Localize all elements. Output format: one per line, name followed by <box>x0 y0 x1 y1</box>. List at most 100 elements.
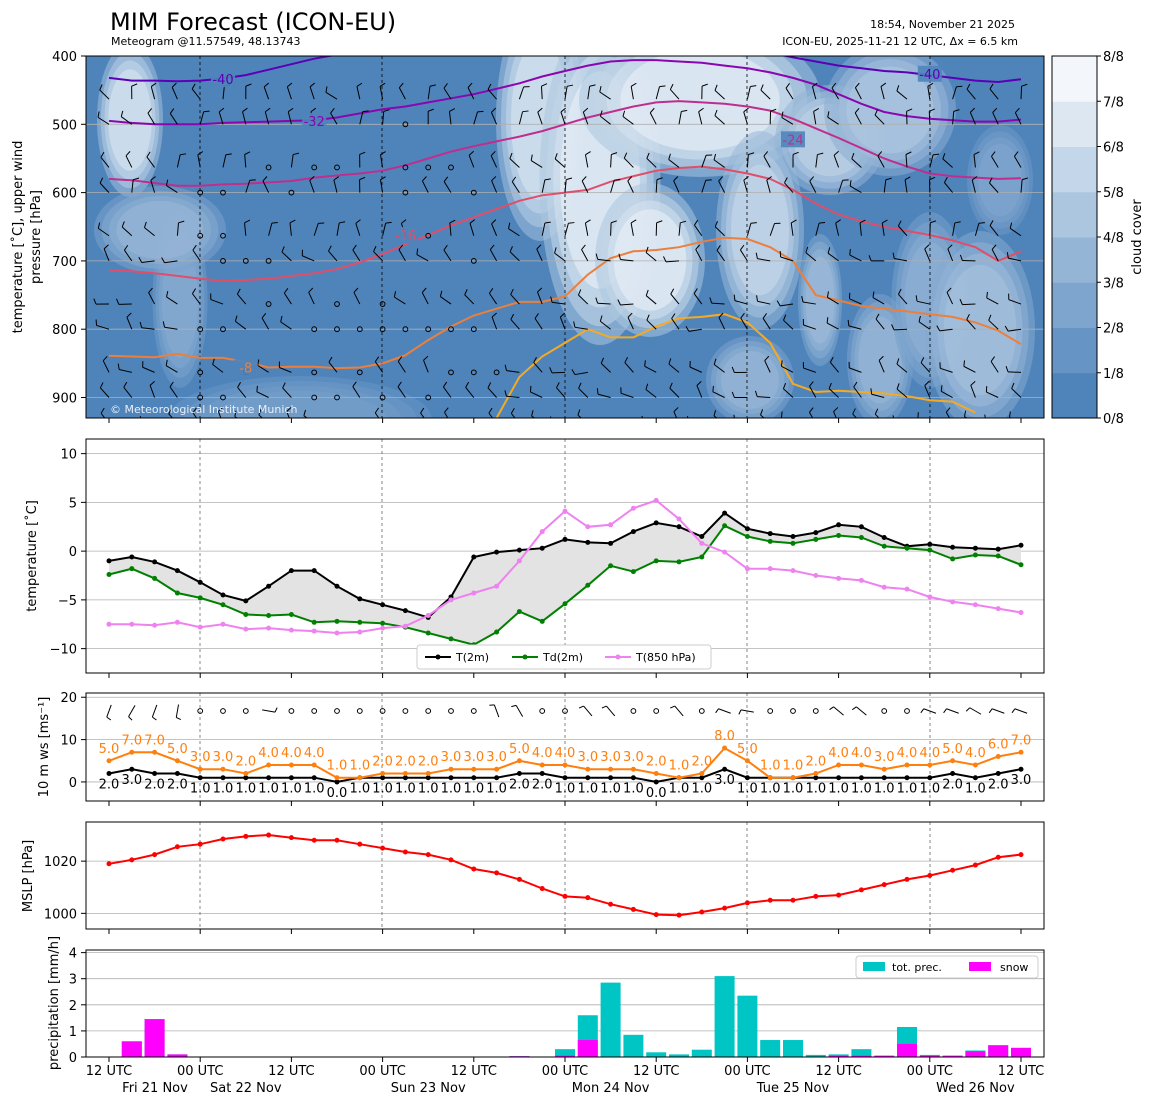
wind-barb-flag <box>971 176 978 181</box>
wind-barb-flag <box>731 366 735 373</box>
mslp-point <box>630 906 636 912</box>
wind-barb-flag <box>444 407 449 413</box>
wind-barb-staff <box>851 158 862 168</box>
wind-barb-staff <box>237 387 247 398</box>
wind-barb-staff <box>646 158 657 168</box>
wind-barb-staff <box>509 158 520 168</box>
wind-barb-staff <box>282 387 292 398</box>
calm-wind-circle <box>493 369 500 376</box>
calm-wind-circle <box>220 394 226 401</box>
wind-point <box>836 762 842 768</box>
total-precip-bar <box>669 1054 689 1057</box>
wind-barb-flag <box>809 381 814 387</box>
calm-wind-circle <box>402 189 409 196</box>
wind-barb-flag <box>891 324 895 331</box>
wind-barb-staff <box>828 388 839 398</box>
temperature-tick-label: 10 <box>60 448 77 463</box>
wind-barb-staff <box>98 227 110 237</box>
wind-value-label: 3.0 <box>874 750 895 765</box>
mslp-point <box>722 905 728 911</box>
day-label: Tue 25 Nov <box>756 1081 830 1096</box>
wind-barb-flag <box>265 107 271 113</box>
wind-barb-flag <box>577 289 582 296</box>
calm-wind-circle <box>220 708 226 714</box>
wind-barb-staff <box>490 112 498 125</box>
wind-barb-staff <box>757 300 771 305</box>
wind-value-label: 1.0 <box>304 782 325 797</box>
data-point <box>357 619 363 625</box>
wind-barb-staff <box>235 321 247 330</box>
wind-barb-staff <box>420 412 425 418</box>
wind-barb-flag <box>992 107 998 113</box>
wind-barb-flag <box>149 380 155 386</box>
wind-barb-flag <box>582 107 589 113</box>
wind-barb-staff <box>606 705 616 717</box>
wind-barb-flag <box>743 107 749 113</box>
wind-barb-staff <box>258 414 264 418</box>
wind-barb-staff <box>125 155 133 168</box>
wind-barb-flag <box>504 390 507 397</box>
wind-barb-staff <box>668 159 680 168</box>
wind-barb-flag <box>192 244 197 251</box>
wind-barb-staff <box>952 86 957 100</box>
isotherm-line <box>495 313 976 418</box>
wind-value-label: 1.0 <box>919 782 940 797</box>
wind-barb-flag <box>286 407 292 412</box>
wind-barb-staff <box>854 112 862 125</box>
snow-bar <box>828 1055 849 1057</box>
data-point <box>266 625 272 631</box>
wind-barb-staff <box>853 386 862 398</box>
wind-barb-staff <box>355 223 361 236</box>
wind-barb-staff <box>813 111 817 125</box>
wind-barb-staff <box>815 223 820 236</box>
wind-barb-staff <box>665 260 680 263</box>
mslp-point <box>927 873 933 878</box>
wind-barb-flag <box>853 381 858 388</box>
wind-value-label: 2.0 <box>805 754 826 769</box>
snow-bar <box>988 1045 1009 1057</box>
data-point <box>129 566 135 572</box>
wind-barb-staff <box>713 364 725 373</box>
wind-barb-flag <box>1018 40 1023 43</box>
mslp-point <box>744 900 750 906</box>
data-point <box>630 569 636 575</box>
wind-barb-flag <box>969 107 975 113</box>
wind-barb-flag <box>383 109 390 112</box>
wind-barb-flag <box>809 176 815 182</box>
wind-barb-flag <box>541 83 548 87</box>
wind-barb-flag <box>874 408 879 415</box>
wind-barb-staff <box>883 179 887 193</box>
snow-bar <box>965 1051 986 1057</box>
wind-barb-staff <box>877 155 885 168</box>
wind-barb-staff <box>1014 708 1028 714</box>
wind-barb-flag <box>896 383 900 390</box>
wind-barb-flag <box>491 40 495 44</box>
data-point <box>311 628 317 634</box>
wind-barb-staff <box>939 328 953 332</box>
wind-barb-flag <box>100 151 105 158</box>
data-point <box>790 540 796 546</box>
data-point <box>904 586 910 592</box>
wind-barb-staff <box>416 254 429 262</box>
wind-barb-flag <box>644 360 646 367</box>
wind-barb-flag <box>589 84 596 87</box>
data-point <box>881 543 887 549</box>
legend-swatch <box>863 962 885 971</box>
mslp-point <box>539 886 545 892</box>
wind-barb-staff <box>693 293 703 305</box>
wind-barb-staff <box>510 413 516 418</box>
mslp-point <box>950 867 956 873</box>
wind-barb-staff <box>785 87 794 100</box>
data-point <box>311 568 317 574</box>
wind-barb-flag <box>714 84 718 91</box>
wind-barb-flag <box>416 248 419 255</box>
total-precip-bar <box>783 1040 803 1057</box>
calm-wind-circle <box>470 369 477 376</box>
wind-barb-staff <box>711 302 725 305</box>
wind-point <box>402 770 408 776</box>
wind-barb-flag <box>892 415 895 418</box>
wind-barb-staff <box>142 366 155 373</box>
wind-value-label: 1.0 <box>327 759 348 774</box>
wind-barb-flag <box>566 177 573 181</box>
data-point <box>152 575 158 581</box>
